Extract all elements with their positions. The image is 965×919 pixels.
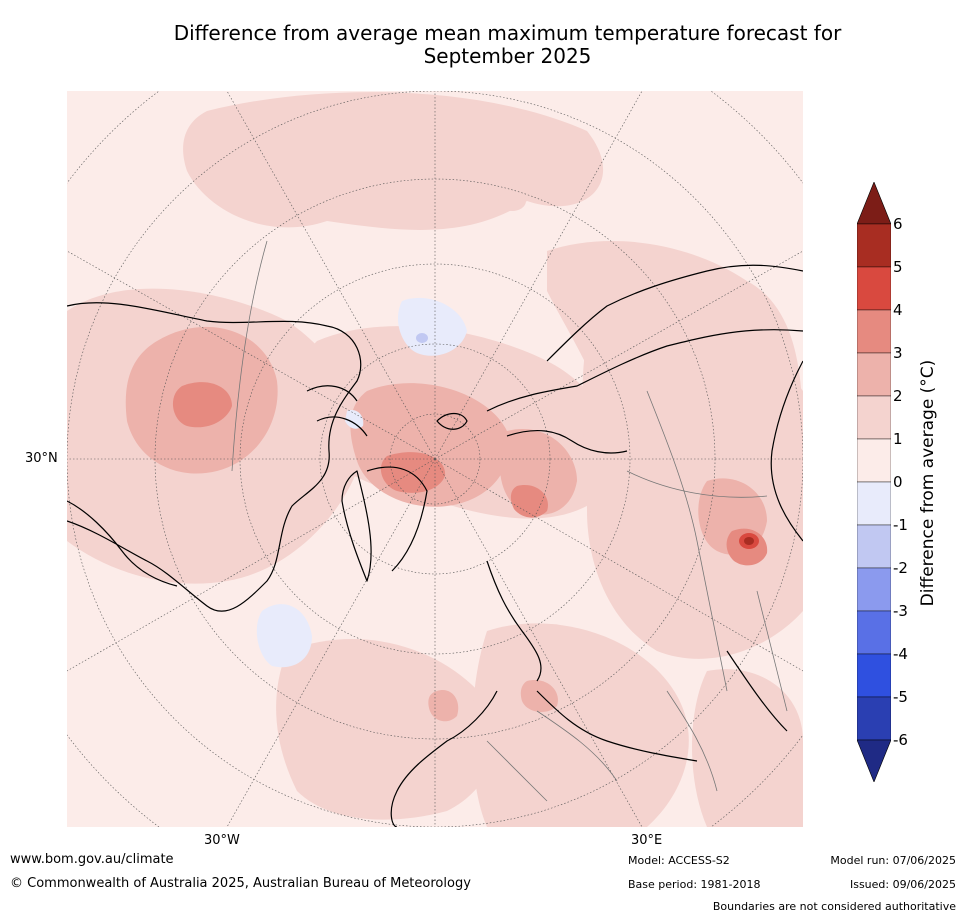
anomaly-hot-spot bbox=[739, 533, 759, 549]
colorbar-extend-bottom bbox=[857, 739, 891, 782]
colorbar-tick-label: -5 bbox=[893, 688, 908, 706]
colorbar-band bbox=[857, 309, 891, 354]
colorbar-band bbox=[857, 266, 891, 311]
polar-anomaly-map bbox=[67, 91, 803, 827]
colorbar-tick-label: 4 bbox=[893, 301, 903, 319]
lon-label-30w: 30°W bbox=[204, 833, 240, 848]
colorbar-tick-label: 0 bbox=[893, 473, 903, 491]
colorbar-band bbox=[857, 653, 891, 698]
colorbar-band bbox=[857, 610, 891, 655]
footer-copyright: © Commonwealth of Australia 2025, Austra… bbox=[10, 876, 471, 891]
colorbar-tick-label: 1 bbox=[893, 430, 903, 448]
colorbar-tick-label: 3 bbox=[893, 344, 903, 362]
anomaly-negative-regions bbox=[256, 297, 467, 668]
graticule bbox=[67, 91, 803, 827]
map-svg bbox=[67, 91, 803, 827]
lat-label-30n: 30°N bbox=[25, 451, 58, 466]
colorbar-band bbox=[857, 223, 891, 268]
footer-model-run: Model run: 07/06/2025 bbox=[830, 854, 956, 867]
colorbar-band bbox=[857, 696, 891, 741]
colorbar-band bbox=[857, 438, 891, 483]
footer-disclaimer: Boundaries are not considered authoritat… bbox=[712, 900, 956, 913]
colorbar-tick-label: -6 bbox=[893, 731, 908, 749]
country-borders bbox=[231, 240, 788, 802]
colorbar-tick-label: -3 bbox=[893, 602, 908, 620]
colorbar-tick-label: 5 bbox=[893, 258, 903, 276]
colorbar-band bbox=[857, 481, 891, 526]
colorbar-band bbox=[857, 524, 891, 569]
title-line-1: Difference from average mean maximum tem… bbox=[173, 21, 842, 45]
title-line-2: September 2025 bbox=[423, 44, 592, 68]
colorbar-band bbox=[857, 567, 891, 612]
colorbar-extend-top bbox=[857, 182, 891, 225]
colorbar bbox=[857, 182, 891, 782]
footer-url: www.bom.gov.au/climate bbox=[10, 852, 174, 867]
footer-issued: Issued: 09/06/2025 bbox=[849, 878, 956, 891]
coastlines bbox=[67, 264, 803, 827]
lon-label-30e: 30°E bbox=[631, 833, 663, 848]
footer-base-period: Base period: 1981-2018 bbox=[628, 878, 761, 891]
colorbar-band bbox=[857, 352, 891, 397]
colorbar-tick-label: 2 bbox=[893, 387, 903, 405]
map-title: Difference from average mean maximum tem… bbox=[110, 22, 905, 68]
colorbar-tick-label: -1 bbox=[893, 516, 908, 534]
footer-model: Model: ACCESS-S2 bbox=[628, 854, 730, 867]
colorbar-label: Difference from average (°C) bbox=[918, 359, 938, 607]
colorbar-tick-label: 6 bbox=[893, 215, 903, 233]
colorbar-tick-label: -2 bbox=[893, 559, 908, 577]
colorbar-band bbox=[857, 395, 891, 440]
colorbar-tick-label: -4 bbox=[893, 645, 908, 663]
